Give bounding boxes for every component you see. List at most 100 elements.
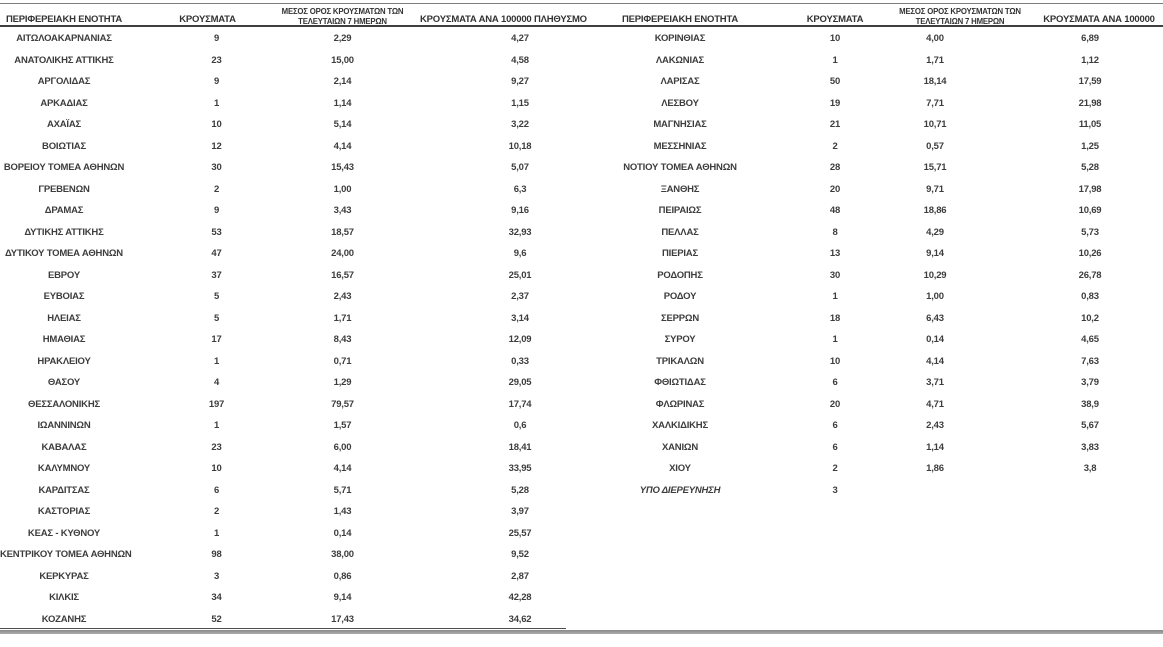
- cell-cases: 17: [211, 334, 222, 346]
- regional-cases-table-right: ΠΕΡΙΦΕΡΕΙΑΚΗ ΕΝΟΤΗΤΑ ΚΡΟΥΣΜΑΤΑ ΜΕΣΟΣ ΟΡΟ…: [575, 3, 1163, 501]
- cell-cases: 30: [829, 269, 841, 281]
- cell-cases: 28: [829, 162, 841, 174]
- col-header-avg7-line1: ΜΕΣΟΣ ΟΡΟΣ ΚΡΟΥΣΜΑΤΩΝ ΤΩΝ: [899, 7, 1021, 16]
- cell-avg7: 4,00: [926, 33, 944, 45]
- cell-per100k: 2,87: [511, 570, 529, 582]
- table-row: ΗΛΕΙΑΣ 5 1,71 3,14: [0, 308, 580, 330]
- cell-per100k: 9,52: [511, 549, 529, 561]
- cell-avg7: 6,43: [926, 312, 944, 324]
- table-row: ΕΒΡΟΥ 37 16,57 25,01: [0, 265, 580, 287]
- col-header-avg7-line1: ΜΕΣΟΣ ΟΡΟΣ ΚΡΟΥΣΜΑΤΩΝ ΤΩΝ: [281, 7, 404, 16]
- cell-cases: 5: [213, 291, 220, 303]
- table-row: ΞΑΝΘΗΣ 20 9,71 17,98: [575, 179, 1163, 201]
- table-row: ΠΕΛΛΑΣ 8 4,29 5,73: [575, 222, 1163, 244]
- table-row: ΚΙΛΚΙΣ 34 9,14 42,28: [0, 587, 580, 609]
- cell-cases: 2: [213, 506, 220, 518]
- cell-per100k: 3,97: [511, 506, 529, 518]
- cell-per100k: 5,28: [1081, 162, 1099, 174]
- cell-avg7: 9,71: [926, 183, 944, 195]
- cell-avg7: 1,71: [333, 312, 352, 324]
- cell-per100k: 10,2: [1081, 312, 1099, 324]
- cell-avg7: 1,14: [926, 441, 944, 453]
- cell-avg7: 18,57: [331, 226, 354, 238]
- cell-per100k: 18,41: [508, 441, 532, 453]
- cell-region: ΘΕΣΣΑΛΟΝΙΚΗΣ: [28, 398, 100, 410]
- table-row: ΕΥΒΟΙΑΣ 5 2,43 2,37: [0, 286, 580, 308]
- cell-region: ΜΕΣΣΗΝΙΑΣ: [653, 140, 707, 152]
- cell-per100k: 2,37: [511, 291, 529, 303]
- cell-cases: 12: [211, 140, 222, 152]
- cell-avg7: 15,71: [923, 162, 947, 174]
- header-underline-rule: [0, 25, 1163, 27]
- cell-avg7: 10,71: [923, 119, 947, 131]
- table-row: ΝΟΤΙΟΥ ΤΟΜΕΑ ΑΘΗΝΩΝ 28 15,71 5,28: [575, 157, 1163, 179]
- cell-avg7: 38,00: [331, 549, 354, 561]
- table-row: ΧΙΟΥ 2 1,86 3,8: [575, 458, 1163, 480]
- cell-avg7: 0,14: [333, 527, 352, 539]
- cell-avg7: 1,57: [333, 420, 352, 432]
- cell-per100k: 0,6: [513, 420, 527, 432]
- col-header-cases: ΚΡΟΥΣΜΑΤΑ: [179, 14, 236, 25]
- table-row: ΛΑΡΙΣΑΣ 50 18,14 17,59: [575, 71, 1163, 93]
- cell-per100k: 29,05: [508, 377, 532, 389]
- cell-per100k: 12,09: [508, 334, 532, 346]
- table-row: ΡΟΔΟΥ 1 1,00 0,83: [575, 286, 1163, 308]
- table-row: ΑΝΑΤΟΛΙΚΗΣ ΑΤΤΙΚΗΣ 23 15,00 4,58: [0, 50, 580, 72]
- cell-avg7: 5,71: [333, 484, 352, 496]
- cell-cases: 1: [832, 291, 838, 303]
- cell-per100k: 17,98: [1078, 183, 1102, 195]
- cell-region: ΡΟΔΟΠΗΣ: [657, 269, 703, 281]
- cell-per100k: 3,83: [1081, 441, 1099, 453]
- col-header-avg7: ΜΕΣΟΣ ΟΡΟΣ ΚΡΟΥΣΜΑΤΩΝ ΤΩΝ ΤΕΛΕΥΤΑΙΩΝ 7 Η…: [885, 3, 1035, 28]
- table-row: ΧΑΝΙΩΝ 6 1,14 3,83: [575, 437, 1163, 459]
- cell-cases: 9: [213, 33, 220, 45]
- cell-per100k: 4,27: [511, 33, 529, 45]
- cell-region: ΠΕΛΛΑΣ: [661, 226, 699, 238]
- cell-cases: 10: [829, 355, 841, 367]
- cell-region: ΥΠΟ ΔΙΕΡΕΥΝΗΣΗ: [639, 484, 721, 496]
- col-header-avg7: ΜΕΣΟΣ ΟΡΟΣ ΚΡΟΥΣΜΑΤΩΝ ΤΩΝ ΤΕΛΕΥΤΑΙΩΝ 7 Η…: [265, 3, 420, 28]
- cell-cases: 6: [832, 441, 838, 453]
- table-row: ΥΠΟ ΔΙΕΡΕΥΝΗΣΗ 3: [575, 480, 1163, 502]
- cell-avg7: 3,71: [926, 377, 944, 389]
- cell-avg7: 18,86: [923, 205, 947, 217]
- cell-cases: 9: [213, 76, 220, 88]
- cell-cases: 1: [213, 97, 220, 109]
- table-row: ΚΟΖΑΝΗΣ 52 17,43 34,62: [0, 609, 580, 631]
- table-row: ΦΛΩΡΙΝΑΣ 20 4,71 38,9: [575, 394, 1163, 416]
- col-header-per100k: ΚΡΟΥΣΜΑΤΑ ΑΝΑ 100000: [1043, 14, 1155, 25]
- cell-region: ΚΕΝΤΡΙΚΟΥ ΤΟΜΕΑ ΑΘΗΝΩΝ: [0, 549, 132, 561]
- cell-per100k: 5,07: [511, 162, 529, 174]
- cell-per100k: 3,14: [511, 312, 529, 324]
- cell-avg7: 1,00: [926, 291, 944, 303]
- cell-cases: 10: [829, 33, 841, 45]
- table-row: ΠΙΕΡΙΑΣ 13 9,14 10,26: [575, 243, 1163, 265]
- table-row: ΒΟΡΕΙΟΥ ΤΟΜΕΑ ΑΘΗΝΩΝ 30 15,43 5,07: [0, 157, 580, 179]
- cell-avg7: 1,71: [926, 54, 944, 66]
- cell-avg7: 2,29: [333, 33, 352, 45]
- cell-cases: 8: [832, 226, 838, 238]
- cell-per100k: 1,15: [511, 97, 529, 109]
- table-row: ΠΕΙΡΑΙΩΣ 48 18,86 10,69: [575, 200, 1163, 222]
- cell-per100k: 10,26: [1078, 248, 1102, 260]
- cell-region: ΚΟΡΙΝΘΙΑΣ: [654, 33, 706, 45]
- cell-avg7: 15,43: [331, 162, 354, 174]
- cell-per100k: 3,8: [1083, 463, 1097, 475]
- table-row: ΘΕΣΣΑΛΟΝΙΚΗΣ 197 79,57 17,74: [0, 394, 580, 416]
- cell-region: ΑΙΤΩΛΟΑΚΑΡΝΑΝΙΑΣ: [16, 33, 112, 45]
- cell-region: ΔΥΤΙΚΗΣ ΑΤΤΙΚΗΣ: [24, 226, 104, 238]
- cell-cases: 20: [829, 398, 841, 410]
- cell-region: ΛΑΚΩΝΙΑΣ: [655, 54, 705, 66]
- cell-cases: 10: [211, 119, 222, 131]
- table-row: ΚΕΝΤΡΙΚΟΥ ΤΟΜΕΑ ΑΘΗΝΩΝ 98 38,00 9,52: [0, 544, 580, 566]
- table-row: ΑΡΓΟΛΙΔΑΣ 9 2,14 9,27: [0, 71, 580, 93]
- cell-region: ΕΥΒΟΙΑΣ: [43, 291, 85, 303]
- cell-avg7: 17,43: [331, 613, 354, 625]
- table-row: ΗΡΑΚΛΕΙΟΥ 1 0,71 0,33: [0, 351, 580, 373]
- cell-region: ΠΙΕΡΙΑΣ: [662, 248, 698, 260]
- cell-cases: 4: [213, 377, 220, 389]
- cell-region: ΘΑΣΟΥ: [47, 377, 81, 389]
- cell-region: ΝΟΤΙΟΥ ΤΟΜΕΑ ΑΘΗΝΩΝ: [623, 162, 737, 174]
- cell-region: ΞΑΝΘΗΣ: [660, 183, 700, 195]
- cell-cases: 6: [832, 377, 838, 389]
